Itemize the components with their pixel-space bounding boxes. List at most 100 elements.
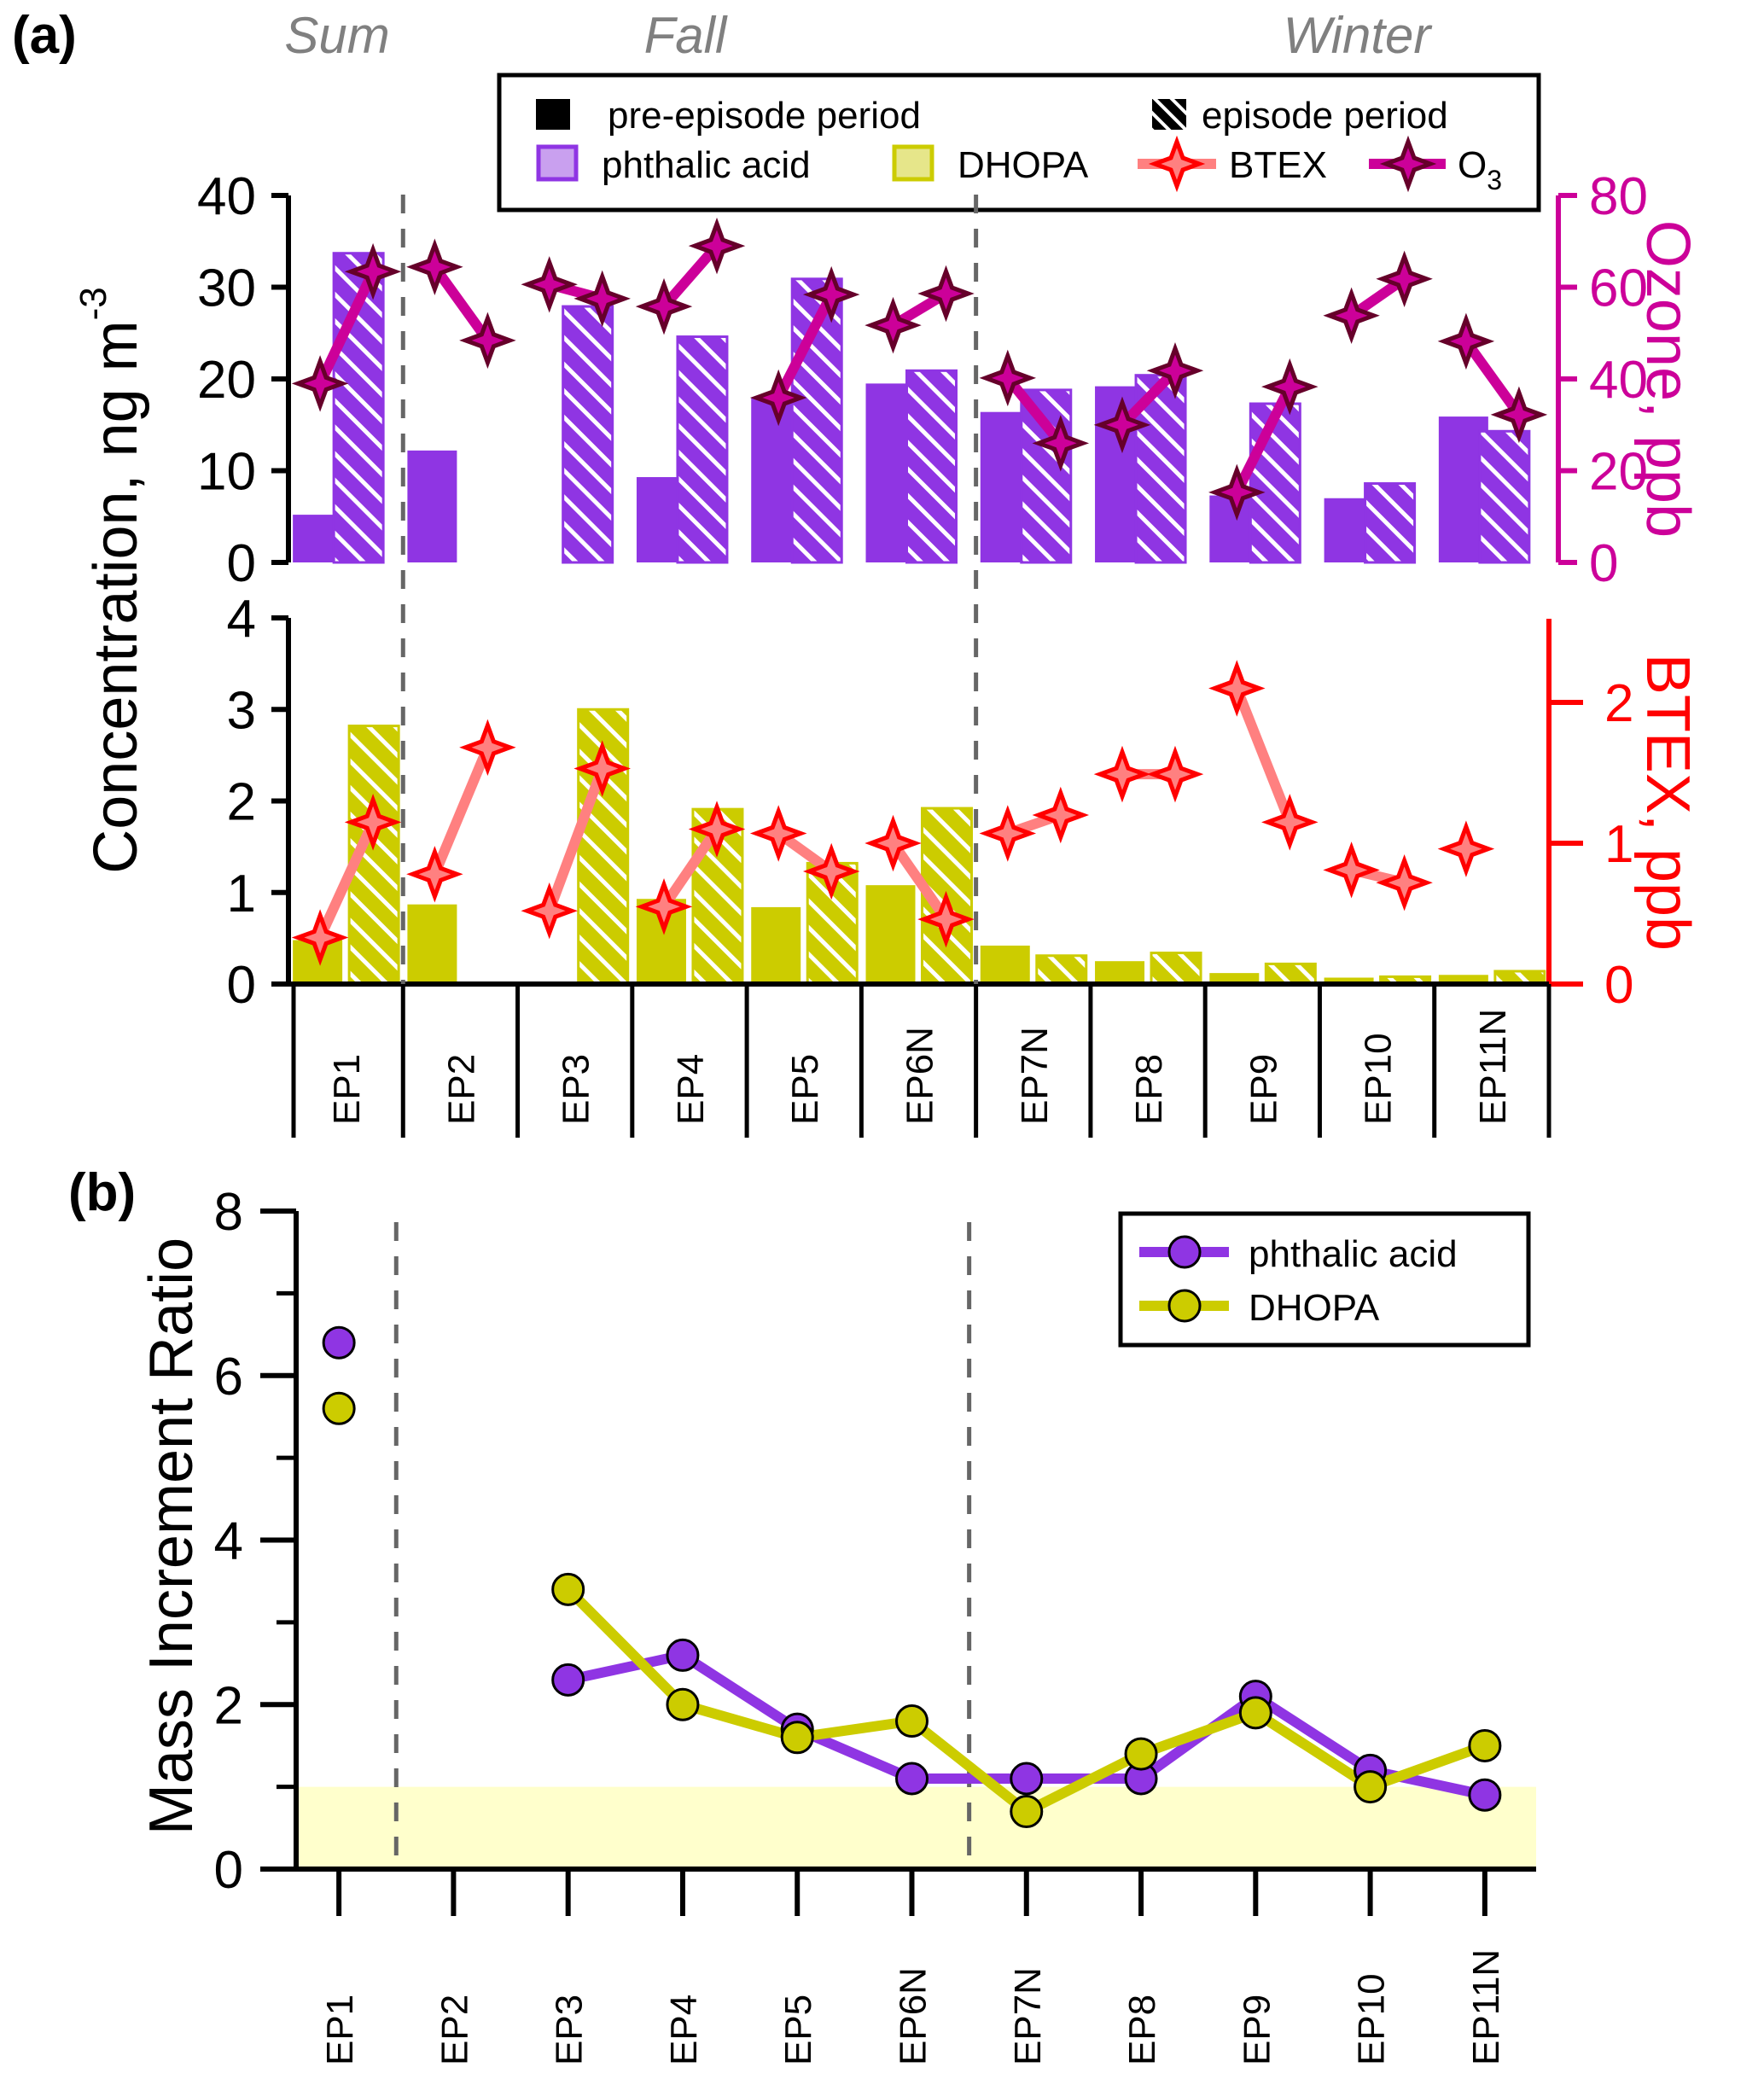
y-tick-label: 0 xyxy=(227,956,256,1015)
dhopa-bar-pre xyxy=(407,904,457,984)
y-tick-label-b: 8 xyxy=(214,1183,243,1242)
category-axis-a: EP1 EP2 EP3 EP4 EP5 EP6N EP7N EP8 EP9 EP10 EP11N xyxy=(291,984,1552,1138)
x-tick-label-b: EP5 xyxy=(777,1995,819,2065)
data-point-dhopa xyxy=(1238,1696,1272,1730)
btex-line xyxy=(429,745,492,877)
o3-marker xyxy=(1093,396,1151,454)
btex-marker xyxy=(1093,745,1151,803)
legend-swatch-phthalic xyxy=(536,144,579,182)
ozone-axis-title: Ozone, ppb xyxy=(1633,220,1702,538)
lower-axes: 0 1 2 3 4 0 1 2 BTEX, ppb xyxy=(227,590,1702,1015)
o3-marker xyxy=(1323,287,1380,345)
o3-marker xyxy=(406,238,463,296)
o3-marker xyxy=(802,265,860,323)
dhopa-bar-pre xyxy=(865,885,916,984)
ozone-tick-label: 0 xyxy=(1589,534,1618,593)
legend-label: BTEX xyxy=(1229,144,1327,186)
season-label: Sum xyxy=(284,7,389,64)
data-point-dhopa xyxy=(1124,1737,1158,1771)
btex-marker xyxy=(459,719,516,777)
category-label: EP5 xyxy=(784,1054,826,1125)
dhopa-bar-pre xyxy=(1324,977,1374,984)
data-point-phthalic xyxy=(666,1638,700,1672)
btex-marker xyxy=(802,842,860,900)
y-tick-label: 4 xyxy=(227,590,256,649)
btex-line xyxy=(888,840,951,923)
x-tick-label-b: EP3 xyxy=(549,1995,591,2065)
o3-line xyxy=(773,292,836,400)
reference-band xyxy=(299,1786,1536,1869)
btex-marker xyxy=(749,805,807,862)
btex-marker xyxy=(917,890,975,948)
legend-label: episode period xyxy=(1202,95,1448,137)
legend-label: pre-episode period xyxy=(608,95,921,137)
category-label: EP10 xyxy=(1358,1033,1400,1125)
legend-marker-o3 xyxy=(1379,135,1437,193)
legend-box xyxy=(497,73,1541,213)
phthalic-bar-episode xyxy=(1478,429,1531,564)
x-tick-label-b: EP11N xyxy=(1465,1949,1507,2065)
dhopa-bar-pre xyxy=(980,945,1030,984)
data-point-dhopa xyxy=(322,1391,356,1425)
ozone-tick-label: 40 xyxy=(1589,351,1648,410)
data-point-phthalic xyxy=(322,1325,356,1360)
y-tick-label: 2 xyxy=(227,773,256,832)
phthalic-bar-episode xyxy=(1364,482,1417,564)
category-label: EP4 xyxy=(670,1054,712,1125)
data-point-phthalic xyxy=(1010,1762,1044,1796)
phthalic-bar-episode xyxy=(676,335,729,564)
y-tick-label: 10 xyxy=(197,443,256,502)
x-tick-label-b: EP4 xyxy=(663,1995,705,2065)
y-tick-label-b: 6 xyxy=(214,1348,243,1407)
y-tick-label: 0 xyxy=(227,534,256,593)
upper-axes: 0 10 20 30 40 0 20 40 60 80 Ozone, ppb xyxy=(197,167,1702,593)
x-tick-label-b: EP9 xyxy=(1236,1995,1278,2065)
phthalic-bar-episode xyxy=(1249,402,1301,564)
o3-marker xyxy=(865,296,922,354)
btex-marker xyxy=(1208,660,1266,717)
btex-tick-label: 1 xyxy=(1604,815,1633,874)
btex-tick-label: 2 xyxy=(1604,674,1633,733)
x-tick-label-b: EP7N xyxy=(1007,1967,1049,2065)
o3-marker xyxy=(1146,342,1204,399)
btex-marker xyxy=(1032,786,1090,844)
legend-label: DHOPA xyxy=(1249,1287,1380,1329)
btex-marker xyxy=(865,814,922,872)
btex-marker xyxy=(1376,853,1433,911)
plot-b xyxy=(322,1222,1502,1869)
btex-marker xyxy=(635,878,693,935)
legend-marker-phthalic xyxy=(1167,1235,1202,1269)
o3-marker xyxy=(1376,250,1433,308)
o3-line xyxy=(430,264,492,344)
o3-marker xyxy=(291,355,349,412)
o3-marker xyxy=(1490,386,1548,444)
legend-label: DHOPA xyxy=(958,144,1089,186)
o3-marker xyxy=(749,369,807,427)
btex-marker xyxy=(521,882,578,940)
o3-marker xyxy=(1208,463,1266,521)
phthalic-bar-episode xyxy=(562,305,614,564)
y-title-text: Concentration, ng m xyxy=(82,320,150,873)
o3-marker xyxy=(1032,415,1090,472)
concentration-axis-title: Concentration, ng m-3 xyxy=(73,287,150,873)
o3-line xyxy=(315,269,378,386)
category-label: EP3 xyxy=(556,1054,597,1125)
dhopa-bar-pre xyxy=(1209,973,1260,984)
mass-increment-axis-title: Mass Increment Ratio xyxy=(137,1238,206,1835)
o3-marker xyxy=(521,256,578,313)
btex-marker xyxy=(344,794,402,851)
y-tick-label: 20 xyxy=(197,351,256,410)
data-point-dhopa xyxy=(1010,1795,1044,1829)
ozone-tick-label: 20 xyxy=(1589,443,1648,502)
data-point-phthalic xyxy=(1468,1778,1502,1812)
btex-line xyxy=(1231,686,1295,824)
ozone-tick-label: 80 xyxy=(1589,167,1648,226)
o3-marker xyxy=(635,277,693,335)
o3-marker xyxy=(979,349,1037,407)
y-tick-label: 3 xyxy=(227,681,256,740)
data-point-dhopa xyxy=(666,1687,700,1721)
dhopa-bar-episode xyxy=(1035,954,1088,986)
btex-marker xyxy=(406,846,463,903)
btex-line xyxy=(660,826,721,910)
ozone-tick-label: 60 xyxy=(1589,259,1648,318)
